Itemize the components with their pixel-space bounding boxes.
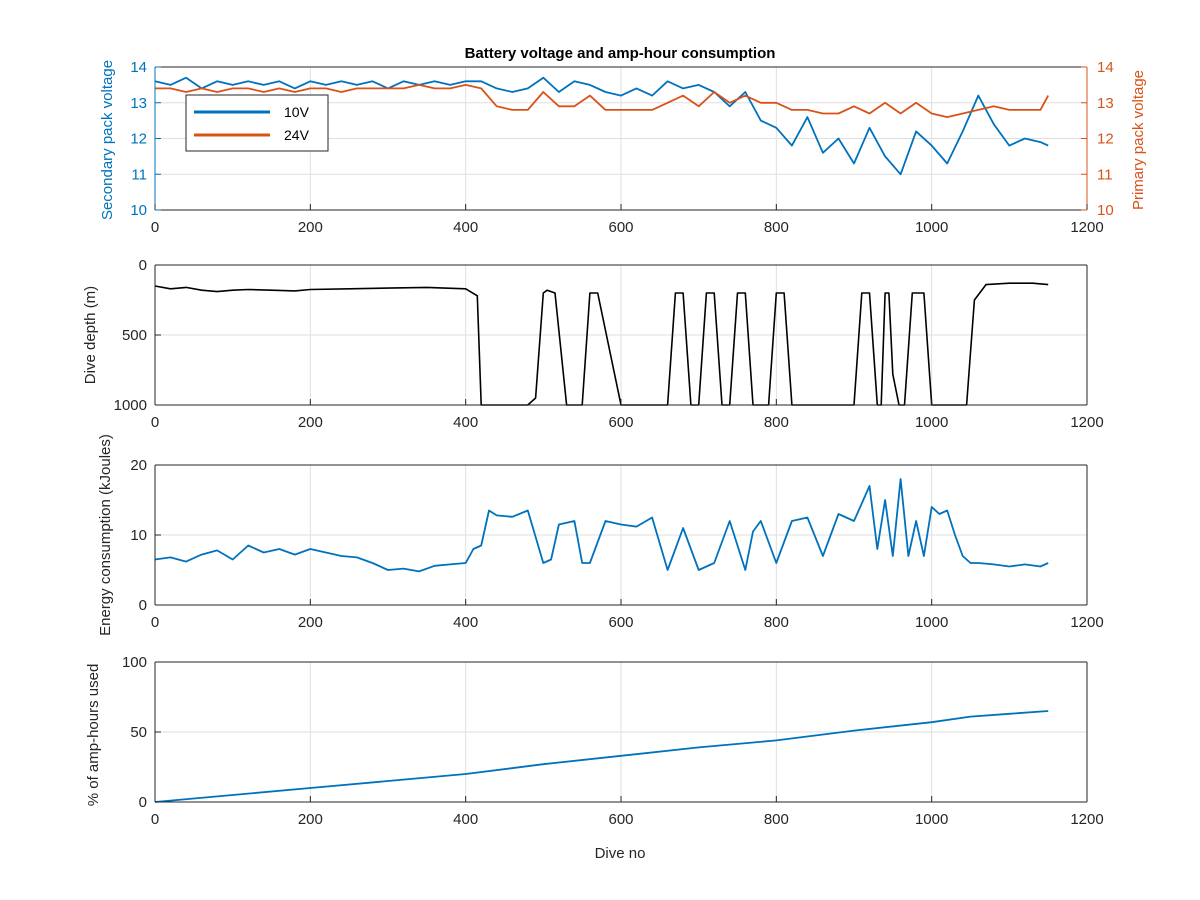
voltage-y-right-tick-label-4: 14 <box>1097 59 1114 76</box>
energy-panel: 0 200 400 600 800 1000 1200 0 10 20 Energy consu… <box>97 434 1104 636</box>
voltage-y-right-tick-label-3: 13 <box>1097 95 1114 112</box>
voltage-x-tick-label-5: 1000 <box>915 219 948 236</box>
energy-x-tick-label-2: 400 <box>453 614 478 631</box>
amp-hours-grid <box>154 661 1088 803</box>
voltage-y-tick-label-0: 10 <box>130 202 147 219</box>
voltage-left-ticks: 10 11 12 13 14 <box>130 59 161 219</box>
amp-hours-lines <box>154 710 1049 803</box>
primary-pack-voltage-label: Primary pack voltage <box>1130 70 1147 210</box>
depth-line-series <box>154 282 1049 406</box>
secondary-pack-voltage-label: Secondary pack voltage <box>99 60 116 220</box>
voltage-line-24v <box>155 84 1049 118</box>
energy-y-tick-label-2: 20 <box>130 457 147 474</box>
voltage-lines <box>154 76 1049 176</box>
energy-x-tick-label-1: 200 <box>298 614 323 631</box>
amp-hours-y-ticks: 0 50 100 <box>122 654 161 811</box>
depth-y-tick-label-2: 1000 <box>114 397 147 414</box>
energy-y-tick-label-1: 10 <box>130 527 147 544</box>
voltage-y-tick-label-2: 12 <box>130 131 147 148</box>
depth-panel: 0 200 400 600 800 1000 1200 0 500 1000 Dive dept… <box>82 257 1104 431</box>
depth-x-tick-label-0: 0 <box>151 414 159 431</box>
amp-hours-x-ticks: 0 200 400 600 800 1000 1200 <box>151 796 1104 828</box>
depth-y-ticks: 0 500 1000 <box>114 257 161 414</box>
legend-box <box>185 94 329 152</box>
energy-y-ticks: 0 10 20 <box>130 457 161 614</box>
depth-y-tick-label-0: 0 <box>139 257 147 274</box>
legend-label-10v: 10V <box>284 104 310 120</box>
voltage-y-tick-label-4: 14 <box>130 59 147 76</box>
voltage-x-tick-label-6: 1200 <box>1070 219 1103 236</box>
amp-hours-x-tick-label-4: 800 <box>764 811 789 828</box>
depth-x-tick-label-6: 1200 <box>1070 414 1103 431</box>
voltage-x-ticks: 0 200 400 600 800 1000 1200 <box>151 204 1104 236</box>
voltage-y-tick-label-3: 13 <box>130 95 147 112</box>
amp-hours-x-tick-label-1: 200 <box>298 811 323 828</box>
energy-x-tick-label-0: 0 <box>151 614 159 631</box>
amp-hours-x-tick-label-6: 1200 <box>1070 811 1103 828</box>
depth-grid <box>154 264 1088 406</box>
energy-x-ticks: 0 200 400 600 800 1000 1200 <box>151 599 1104 631</box>
depth-y-tick-label-1: 500 <box>122 327 147 344</box>
amp-hours-x-tick-label-5: 1000 <box>915 811 948 828</box>
depth-x-tick-label-2: 400 <box>453 414 478 431</box>
energy-grid <box>154 464 1088 606</box>
voltage-x-tick-label-2: 400 <box>453 219 478 236</box>
energy-consumption-label: Energy consumption (kJoules) <box>97 434 114 636</box>
depth-x-ticks: 0 200 400 600 800 1000 1200 <box>151 399 1104 431</box>
voltage-x-tick-label-4: 800 <box>764 219 789 236</box>
depth-x-tick-label-5: 1000 <box>915 414 948 431</box>
legend: 10V 24V <box>185 94 329 152</box>
dive-no-label: Dive no <box>595 845 646 862</box>
voltage-x-tick-label-0: 0 <box>151 219 159 236</box>
voltage-y-right-tick-label-1: 11 <box>1097 166 1113 183</box>
amp-hours-panel: 0 200 400 600 800 1000 1200 0 50 100 % of amp-ho… <box>85 654 1104 862</box>
voltage-right-ticks: 10 11 12 13 14 <box>1081 59 1114 219</box>
amp-hours-x-tick-label-0: 0 <box>151 811 159 828</box>
energy-x-tick-label-6: 1200 <box>1070 614 1103 631</box>
depth-x-tick-label-3: 600 <box>608 414 633 431</box>
amp-hours-y-tick-label-0: 0 <box>139 794 147 811</box>
chart-title: Battery voltage and amp-hour consumption <box>465 45 776 62</box>
amp-hours-used-label: % of amp-hours used <box>85 664 102 807</box>
energy-x-tick-label-3: 600 <box>608 614 633 631</box>
amp-hours-line-series <box>154 710 1049 803</box>
energy-x-tick-label-5: 1000 <box>915 614 948 631</box>
amp-hours-x-tick-label-2: 400 <box>453 811 478 828</box>
depth-x-tick-label-1: 200 <box>298 414 323 431</box>
amp-hours-y-tick-label-1: 50 <box>130 724 147 741</box>
depth-x-tick-label-4: 800 <box>764 414 789 431</box>
energy-x-tick-label-4: 800 <box>764 614 789 631</box>
energy-line-series <box>154 478 1049 573</box>
voltage-y-tick-label-1: 11 <box>131 166 147 183</box>
dive-depth-label: Dive depth (m) <box>82 286 99 384</box>
voltage-y-right-tick-label-0: 10 <box>1097 202 1114 219</box>
legend-label-24v: 24V <box>284 127 310 143</box>
energy-lines <box>154 478 1049 573</box>
voltage-y-right-tick-label-2: 12 <box>1097 131 1114 148</box>
energy-y-tick-label-0: 0 <box>139 597 147 614</box>
depth-lines <box>154 282 1049 406</box>
voltage-x-tick-label-1: 200 <box>298 219 323 236</box>
voltage-line-10v <box>154 76 1049 176</box>
voltage-x-tick-label-3: 600 <box>608 219 633 236</box>
amp-hours-x-tick-label-3: 600 <box>608 811 633 828</box>
amp-hours-y-tick-label-2: 100 <box>122 654 147 671</box>
